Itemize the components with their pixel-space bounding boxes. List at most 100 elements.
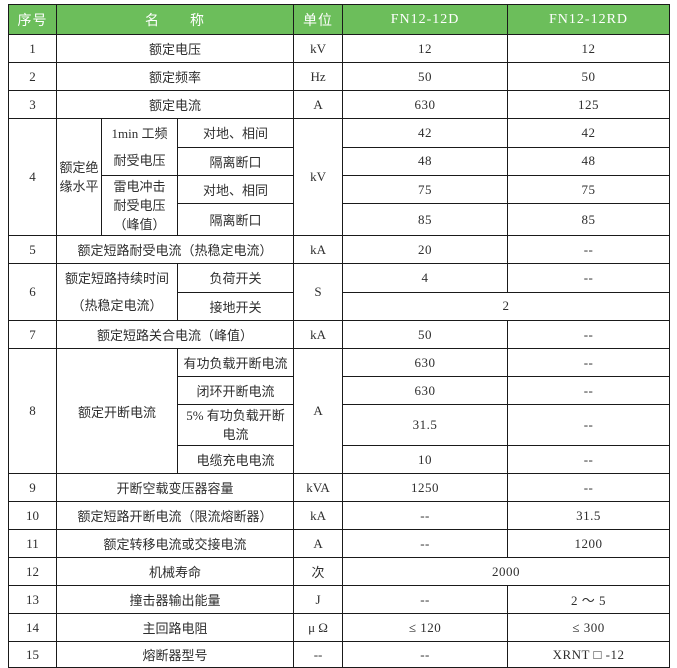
name-cell: 额定短路耐受电流（热稳定电流） — [55, 235, 295, 264]
value-rd-cell: XRNT □ -12 — [507, 641, 671, 668]
value-d-cell: 48 — [342, 146, 509, 176]
seq-cell: 13 — [8, 585, 57, 614]
value-rd-cell: -- — [507, 263, 671, 293]
header-name: 名 称 — [55, 4, 295, 35]
seq-cell: 12 — [8, 557, 57, 586]
value-d-cell: 50 — [342, 320, 509, 349]
row-5: 5 额定短路耐受电流（热稳定电流） kA 20 -- — [8, 235, 671, 264]
header-model-d: FN12-12D — [342, 4, 509, 35]
value-rd-cell: 85 — [507, 203, 671, 236]
unit-cell: A — [293, 529, 344, 558]
seq-cell: 8 — [8, 348, 57, 474]
name-cell: 额定频率 — [55, 62, 295, 91]
name-cell: 主回路电阻 — [55, 613, 295, 642]
seq-cell: 4 — [8, 118, 57, 236]
group-cell: 额定绝 缘水平 — [56, 118, 102, 236]
seq-cell: 7 — [8, 320, 57, 349]
value-rd-cell: 48 — [507, 146, 671, 176]
name-cell: 开断空载变压器容量 — [55, 473, 295, 502]
merged-value-cell: 2 — [342, 291, 671, 321]
row-6-sub-1: 6 额定短路持续时间 （热稳定电流） 负荷开关 S 4 -- — [8, 263, 671, 321]
row-10: 10 额定短路开断电流（限流熔断器） kA -- 31.5 — [8, 501, 671, 530]
row-1: 1 额定电压 kV 12 12 — [8, 34, 671, 63]
value-d-cell: 42 — [342, 118, 509, 148]
value-d-cell: 50 — [342, 62, 509, 91]
unit-cell: kV — [293, 34, 344, 63]
sub-group-cell: 1min 工频 耐受电压 — [101, 118, 178, 176]
item-cell: 隔离断口 — [176, 203, 295, 236]
value-rd-cell: -- — [507, 348, 671, 377]
value-d-cell: 75 — [342, 175, 509, 204]
page: 序号 名 称 单位 FN12-12D FN12-12RD 1 额定电压 kV 1… — [8, 4, 671, 668]
group-cell: 额定开断电流 — [56, 348, 178, 474]
value-d-cell: 31.5 — [342, 404, 509, 446]
seq-cell: 15 — [8, 641, 57, 668]
value-rd-cell: 125 — [507, 90, 671, 119]
value-d-cell: ≤ 120 — [342, 613, 509, 642]
value-d-cell: 630 — [342, 376, 509, 405]
seq-cell: 2 — [8, 62, 57, 91]
seq-cell: 6 — [8, 263, 57, 321]
row-4-sub-1: 4 额定绝 缘水平 1min 工频 耐受电压 对地、相间 kV 42 42 — [8, 118, 671, 236]
row-7: 7 额定短路关合电流（峰值） kA 50 -- — [8, 320, 671, 349]
header-model-rd: FN12-12RD — [507, 4, 671, 35]
name-cell: 额定转移电流或交接电流 — [55, 529, 295, 558]
row-15: 15 熔断器型号 -- -- XRNT □ -12 — [8, 641, 671, 668]
group-cell: 额定短路持续时间 （热稳定电流） — [56, 263, 178, 321]
header-row: 序号 名 称 单位 FN12-12D FN12-12RD — [8, 4, 671, 35]
row-8-sub-1: 8 额定开断电流 有功负载开断电流 A 630 -- — [8, 348, 671, 474]
name-cell: 撞击器输出能量 — [55, 585, 295, 614]
value-d-cell: -- — [342, 641, 509, 668]
seq-cell: 10 — [8, 501, 57, 530]
value-d-cell: -- — [342, 585, 509, 614]
item-cell: 负荷开关 — [176, 263, 295, 293]
value-rd-cell: 2 ～ 5 — [507, 585, 671, 614]
value-rd-cell: ≤ 300 — [507, 613, 671, 642]
seq-cell: 3 — [8, 90, 57, 119]
header-unit: 单位 — [293, 4, 344, 35]
row-8-sub-4: 电缆充电电流 10 -- — [9, 445, 671, 474]
row-14: 14 主回路电阻 μ Ω ≤ 120 ≤ 300 — [8, 613, 671, 642]
unit-cell: Hz — [293, 62, 344, 91]
item-cell: 对地、相同 — [176, 175, 295, 204]
value-rd-cell: -- — [507, 235, 671, 264]
row-4-sub-2: 隔离断口 48 48 — [9, 146, 671, 176]
merged-value-cell: 2000 — [342, 557, 671, 586]
value-rd-cell: -- — [507, 376, 671, 405]
value-rd-cell: -- — [507, 404, 671, 446]
name-cell: 机械寿命 — [55, 557, 295, 586]
item-cell: 闭环开断电流 — [176, 376, 295, 405]
value-d-cell: 10 — [342, 445, 509, 474]
unit-cell: S — [293, 263, 344, 321]
unit-cell: kV — [293, 118, 344, 236]
seq-cell: 5 — [8, 235, 57, 264]
row-8-sub-3: 5% 有功负载开断 电流 31.5 -- — [9, 404, 671, 446]
value-rd-cell: 12 — [507, 34, 671, 63]
name-cell: 熔断器型号 — [55, 641, 295, 668]
value-d-cell: 85 — [342, 203, 509, 236]
row-12: 12 机械寿命 次 2000 — [8, 557, 671, 586]
name-cell: 额定短路开断电流（限流熔断器） — [55, 501, 295, 530]
seq-cell: 11 — [8, 529, 57, 558]
item-cell: 5% 有功负载开断 电流 — [176, 404, 295, 446]
header-seq: 序号 — [8, 4, 57, 35]
value-d-cell: 20 — [342, 235, 509, 264]
row-11: 11 额定转移电流或交接电流 A -- 1200 — [8, 529, 671, 558]
value-d-cell: 630 — [342, 90, 509, 119]
value-d-cell: 1250 — [342, 473, 509, 502]
value-rd-cell: 75 — [507, 175, 671, 204]
unit-cell: μ Ω — [293, 613, 344, 642]
item-cell: 电缆充电电流 — [176, 445, 295, 474]
row-4-sub-3: 雷电冲击 耐受电压 （峰值） 对地、相同 75 75 — [9, 175, 671, 236]
unit-cell: J — [293, 585, 344, 614]
unit-cell: kA — [293, 501, 344, 530]
value-d-cell: 630 — [342, 348, 509, 377]
value-rd-cell: 42 — [507, 118, 671, 148]
unit-cell: kVA — [293, 473, 344, 502]
unit-cell: -- — [293, 641, 344, 668]
sub-group-cell: 雷电冲击 耐受电压 （峰值） — [101, 175, 178, 236]
row-13: 13 撞击器输出能量 J -- 2 ～ 5 — [8, 585, 671, 614]
name-cell: 额定电压 — [55, 34, 295, 63]
item-cell: 接地开关 — [176, 291, 295, 321]
value-rd-cell: 1200 — [507, 529, 671, 558]
